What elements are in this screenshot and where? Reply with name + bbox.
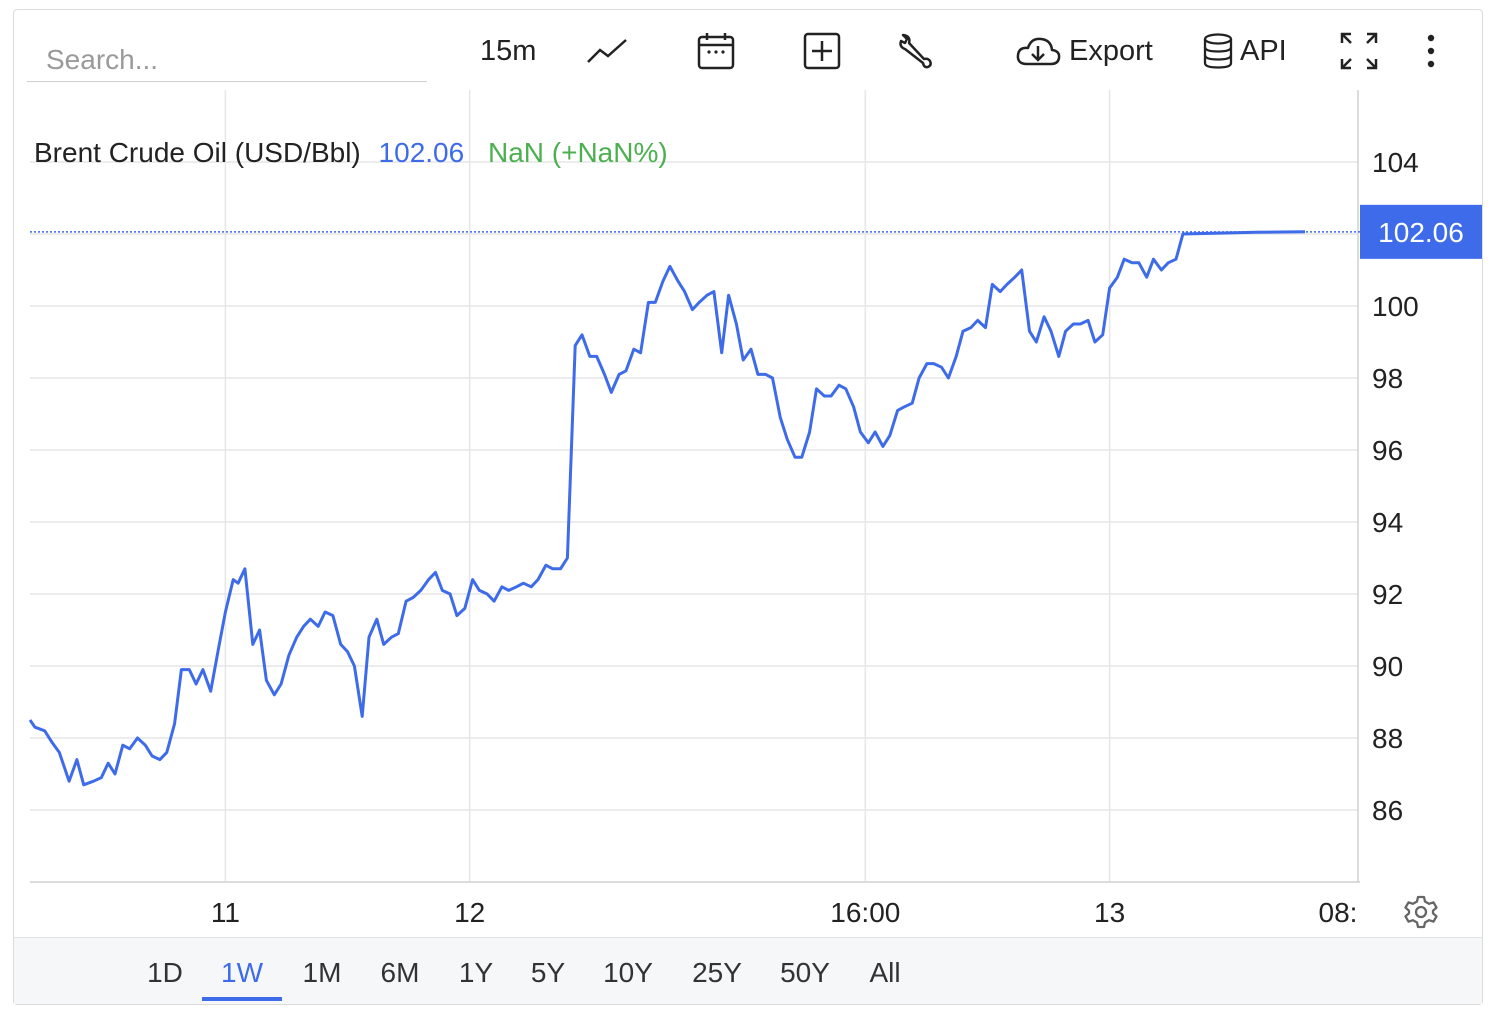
export-button[interactable]: Export bbox=[1015, 28, 1153, 74]
x-tick-label: 16:00 bbox=[830, 897, 900, 928]
chart-series bbox=[28, 230, 1360, 787]
range-button-1y[interactable]: 1Y bbox=[458, 957, 494, 988]
search-input[interactable] bbox=[27, 38, 427, 82]
y-tick-label: 98 bbox=[1372, 363, 1403, 394]
x-tick-label: 08: bbox=[1319, 897, 1358, 928]
export-label: Export bbox=[1069, 34, 1153, 67]
interval-selector[interactable]: 15m bbox=[480, 28, 536, 74]
y-tick-label: 104 bbox=[1372, 147, 1419, 178]
range-bar bbox=[14, 937, 1482, 1004]
database-icon bbox=[1203, 33, 1233, 69]
y-tick-label: 100 bbox=[1372, 291, 1419, 322]
range-button-all[interactable]: All bbox=[869, 957, 901, 988]
cloud-download-icon bbox=[1016, 37, 1061, 66]
chart-widget-frame bbox=[13, 9, 1483, 1005]
range-button-1w[interactable]: 1W bbox=[202, 957, 282, 1001]
plus-box-icon[interactable] bbox=[803, 28, 841, 74]
last-price-badge: 102.06 bbox=[1360, 204, 1482, 259]
x-tick-label: 11 bbox=[211, 897, 240, 928]
y-tick-label: 94 bbox=[1372, 507, 1403, 538]
range-button-10y[interactable]: 10Y bbox=[603, 957, 653, 988]
legend-change: NaN (+NaN%) bbox=[488, 137, 668, 168]
legend-price: 102.06 bbox=[379, 137, 465, 168]
chart-legend: Brent Crude Oil (USD/Bbl) 102.06 NaN (+N… bbox=[34, 137, 668, 168]
x-tick-label: 13 bbox=[1094, 897, 1125, 928]
last-price-badge-text: 102.06 bbox=[1378, 217, 1464, 248]
price-series-line bbox=[28, 230, 1306, 787]
y-tick-label: 96 bbox=[1372, 435, 1403, 466]
y-tick-label: 92 bbox=[1372, 579, 1403, 610]
api-label: API bbox=[1240, 34, 1287, 67]
calendar-icon[interactable] bbox=[697, 28, 735, 74]
chart-grid bbox=[30, 90, 1358, 882]
legend-instrument-name: Brent Crude Oil (USD/Bbl) bbox=[34, 137, 361, 168]
y-tick-label: 88 bbox=[1372, 723, 1403, 754]
settings-gear-icon[interactable] bbox=[1403, 894, 1439, 935]
range-button-5y[interactable]: 5Y bbox=[530, 957, 566, 988]
range-button-50y[interactable]: 50Y bbox=[780, 957, 830, 988]
y-tick-label: 90 bbox=[1372, 651, 1403, 682]
wrench-icon[interactable] bbox=[897, 28, 933, 74]
interval-label: 15m bbox=[480, 34, 537, 67]
range-button-1d[interactable]: 1D bbox=[147, 957, 183, 988]
chart-axes: 86 88 90 92 94 96 98 100 104 11 12 16:00 13 08: bbox=[30, 90, 1419, 928]
x-tick-label: 12 bbox=[454, 897, 485, 928]
last-price-badge-bg bbox=[1360, 204, 1482, 259]
range-button-1m[interactable]: 1M bbox=[302, 957, 342, 988]
line-chart-icon[interactable] bbox=[586, 28, 628, 74]
range-button-25y[interactable]: 25Y bbox=[692, 957, 742, 988]
api-button[interactable]: API bbox=[1202, 28, 1287, 74]
fullscreen-icon[interactable] bbox=[1339, 28, 1379, 74]
range-button-6m[interactable]: 6M bbox=[380, 957, 420, 988]
y-tick-label: 86 bbox=[1372, 795, 1403, 826]
more-vertical-icon[interactable] bbox=[1424, 28, 1438, 74]
svg-text:Brent Crude Oil (USD/Bbl): Brent Crude Oil (USD/Bbl) 102.06 NaN (+N… bbox=[34, 137, 668, 168]
